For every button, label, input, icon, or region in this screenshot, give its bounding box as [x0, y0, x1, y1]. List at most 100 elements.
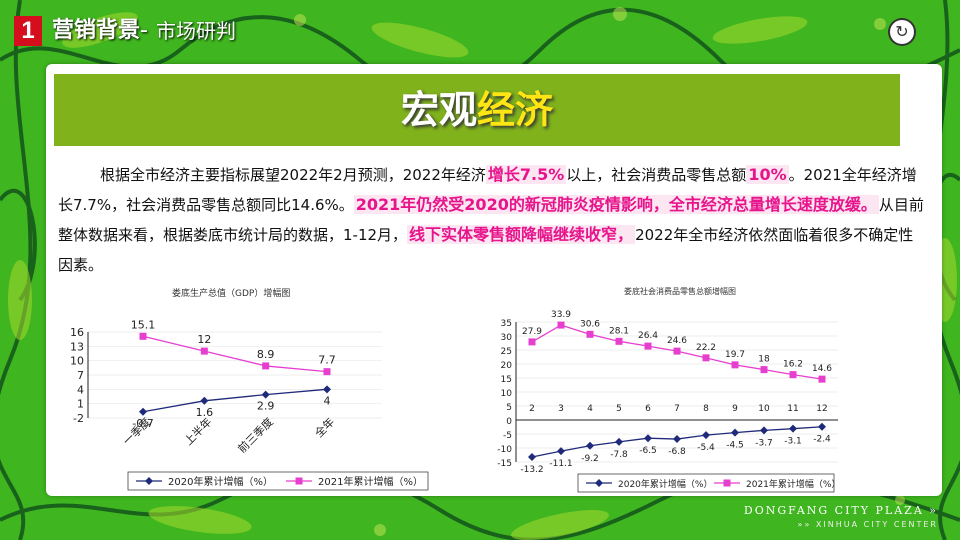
data-label: 33.9: [551, 310, 571, 320]
data-label: 24.6: [667, 336, 687, 346]
refresh-icon[interactable]: ↻: [890, 20, 914, 44]
data-label: 14.6: [812, 364, 832, 374]
series-1: -0.7 1.6 2.9 4: [132, 385, 331, 430]
y-tick-label: -5: [503, 431, 512, 441]
data-point: [789, 424, 797, 433]
paragraph-seg3: 。2021全年经济增长7.7%，社会消费品零售总额同比14.6%。: [58, 166, 917, 214]
data-label: 16.2: [783, 360, 803, 370]
data-point: [139, 407, 147, 416]
brand-subtitle: »» XINHUA CITY CENTER: [798, 520, 938, 529]
data-label: 19.7: [725, 350, 745, 360]
y-tick-label: 4: [77, 383, 84, 396]
data-label: -2.4: [813, 435, 831, 445]
series-line: [142, 335, 328, 373]
section-subtitle: 市场研判: [156, 19, 236, 43]
title-separator: -: [140, 18, 148, 43]
data-label: -3.7: [755, 438, 773, 448]
chart-title: 娄底社会消费品零售总额增幅图: [624, 286, 736, 296]
series-1: -13.2 -11.1 -9.2 -7.8 -6.5 -6.8 -5.4 -4.5 -3.7 -3…: [520, 422, 831, 475]
y-tick-label: 7: [77, 369, 84, 382]
legend-label: 2020年累计增幅（%）: [618, 478, 712, 490]
x-category-label: 3: [558, 404, 564, 414]
y-tick-label: -2: [73, 412, 84, 425]
data-label: 27.9: [522, 327, 542, 337]
y-tick-label: -10: [497, 445, 512, 455]
section-title: 营销背景-: [52, 16, 148, 46]
series-2: 15.1 12 8.9 7.7: [131, 318, 336, 376]
data-label: -5.4: [697, 443, 715, 453]
y-tick-label: 30: [501, 333, 513, 343]
data-label: 26.4: [638, 331, 658, 341]
data-label: -11.1: [549, 459, 572, 469]
data-label: 2.9: [257, 400, 275, 413]
section-number: 1: [14, 16, 42, 46]
highlight-growth: 增长7.5%: [485, 165, 567, 184]
y-tick-label: 35: [501, 319, 512, 329]
x-category-label: 2: [529, 404, 535, 414]
y-tick-label: 10: [501, 389, 513, 399]
data-label: -6.5: [639, 446, 657, 456]
data-point: [673, 347, 681, 355]
x-category-label: 5: [616, 404, 622, 414]
data-label: -6.8: [668, 447, 686, 457]
brand-name: DONGFANG CITY PLAZA »: [744, 504, 938, 517]
series-line: [142, 388, 328, 413]
paragraph-seg5: 2022年全市经济依然面临着很多不确定性因素。: [58, 226, 914, 274]
x-category-label: 7: [674, 404, 680, 414]
paragraph-seg1: 根据全市经济主要指标展望2022年2月预测，2022年经济: [100, 166, 486, 184]
data-point: [615, 437, 623, 446]
data-point: [644, 342, 652, 350]
data-point: [261, 390, 270, 399]
data-point: [760, 366, 768, 374]
legend-marker: [295, 477, 303, 485]
data-label: 30.6: [580, 319, 600, 329]
legend-marker: [723, 479, 731, 487]
legend-box: [127, 471, 429, 491]
x-category-label: 前三季度: [235, 415, 276, 456]
data-point: [528, 452, 536, 461]
banner-title: 宏观经济: [401, 88, 553, 132]
data-label: -9.2: [581, 454, 599, 464]
y-tick-label: 13: [70, 340, 84, 353]
y-tick-label: -15: [497, 459, 512, 469]
legend-box: [577, 473, 835, 493]
data-label: 18: [758, 355, 770, 365]
data-point: [528, 338, 536, 346]
legend-label: 2020年累计增幅（%）: [168, 475, 273, 488]
data-point: [557, 447, 565, 456]
data-point: [731, 428, 739, 437]
chart-legend: 2020年累计增幅（%） 2021年累计增幅（%）: [577, 473, 840, 493]
retail-growth-chart: 娄底社会消费品零售总额增幅图 -15 -10 -5 0 5 10 15 20 25 30 35 2 3 4 5…: [497, 286, 840, 493]
brand-name-text: DONGFANG CITY PLAZA: [743, 504, 924, 517]
data-label: 15.1: [131, 318, 156, 331]
header-bar: 1 营销背景- 市场研判 ↻: [0, 12, 960, 48]
highlight-offline: 线下实体零售额降幅继续收窄，: [407, 225, 636, 244]
data-label: -7.8: [610, 450, 628, 460]
data-point: [200, 396, 209, 405]
paragraph-seg2: 以上，社会消费品零售总额: [566, 166, 747, 184]
y-tick-label: 25: [501, 347, 512, 357]
data-point: [760, 426, 768, 435]
series-2: 27.9 33.9 30.6 28.1 26.4 24.6 22.2 19.7 18 16.2 14…: [522, 310, 832, 383]
data-point: [615, 337, 623, 345]
data-point: [731, 361, 739, 369]
paragraph-seg4: 从目前整体数据来看，根据娄底市统计局的数据，1-12月，: [58, 196, 924, 244]
data-point: [586, 330, 594, 338]
x-category-label: 6: [645, 404, 651, 414]
y-tick-label: 1: [77, 398, 84, 411]
legend-label: 2021年累计增幅（%）: [746, 478, 840, 490]
y-tick-label: 15: [501, 375, 512, 385]
x-category-label: 10: [758, 404, 770, 414]
brand-arrows: »: [929, 504, 938, 517]
data-point: [323, 385, 331, 394]
x-category-label: 12: [816, 404, 827, 414]
data-point: [818, 422, 826, 431]
data-label: -13.2: [520, 465, 543, 475]
data-label: -4.5: [726, 441, 744, 451]
banner-title-part1: 宏观: [400, 88, 477, 132]
data-point: [702, 431, 710, 440]
data-point: [644, 434, 652, 443]
x-category-label: 9: [732, 404, 738, 414]
y-tick-label: 0: [506, 417, 512, 427]
